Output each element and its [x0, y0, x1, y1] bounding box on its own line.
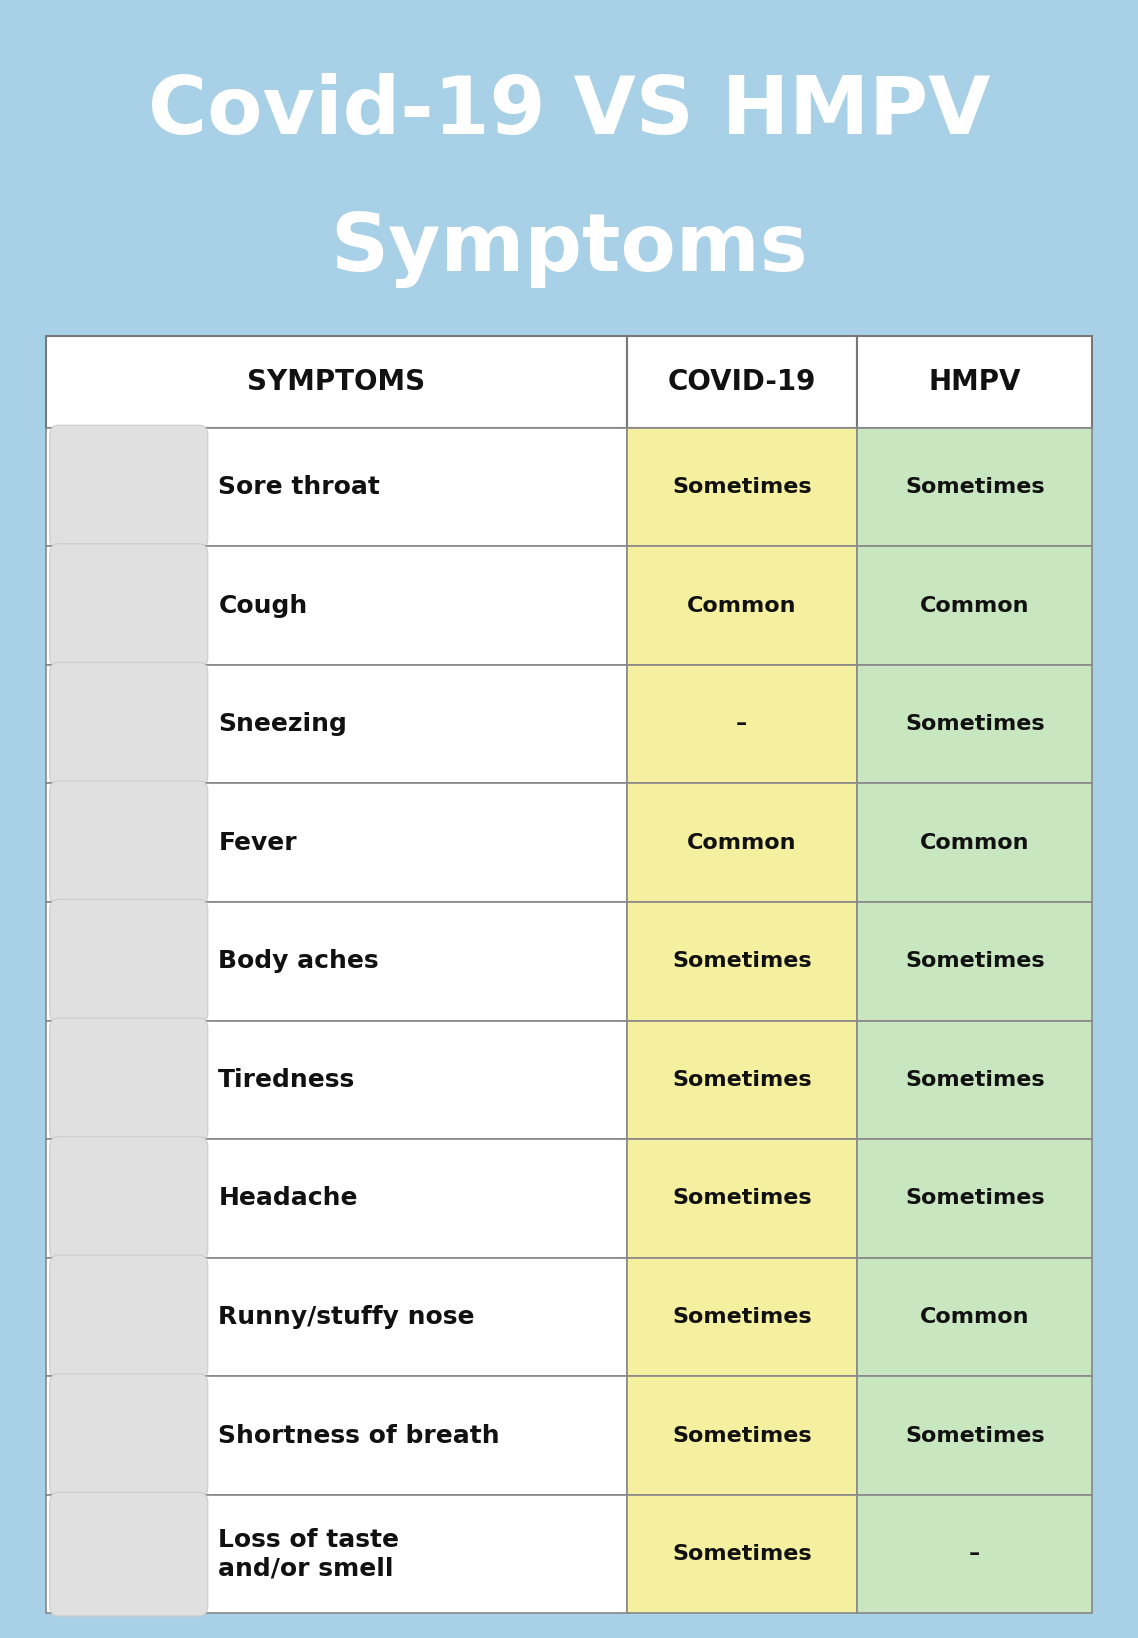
Text: Sore throat: Sore throat [218, 475, 380, 500]
Text: COVID-19: COVID-19 [668, 369, 816, 396]
FancyBboxPatch shape [46, 1020, 627, 1138]
Text: Sometimes: Sometimes [671, 1189, 811, 1209]
FancyBboxPatch shape [46, 1258, 627, 1376]
Text: Sometimes: Sometimes [671, 477, 811, 496]
FancyBboxPatch shape [627, 903, 857, 1020]
FancyBboxPatch shape [46, 1376, 627, 1495]
FancyBboxPatch shape [857, 1258, 1092, 1376]
FancyBboxPatch shape [857, 1376, 1092, 1495]
FancyBboxPatch shape [857, 903, 1092, 1020]
FancyBboxPatch shape [46, 1138, 627, 1258]
FancyBboxPatch shape [627, 783, 857, 903]
Text: Sometimes: Sometimes [671, 1545, 811, 1564]
Text: Common: Common [920, 1307, 1030, 1327]
FancyBboxPatch shape [50, 1137, 208, 1260]
Text: Sometimes: Sometimes [671, 952, 811, 971]
FancyBboxPatch shape [50, 781, 208, 904]
FancyBboxPatch shape [50, 1374, 208, 1497]
FancyBboxPatch shape [46, 547, 627, 665]
FancyBboxPatch shape [857, 665, 1092, 783]
FancyBboxPatch shape [627, 547, 857, 665]
Text: Sneezing: Sneezing [218, 713, 347, 735]
FancyBboxPatch shape [627, 1258, 857, 1376]
FancyBboxPatch shape [50, 662, 208, 786]
Text: HMPV: HMPV [929, 369, 1021, 396]
Text: Sometimes: Sometimes [671, 1425, 811, 1446]
FancyBboxPatch shape [50, 544, 208, 667]
Text: Sometimes: Sometimes [905, 477, 1045, 496]
FancyBboxPatch shape [50, 899, 208, 1024]
Text: Sometimes: Sometimes [671, 1070, 811, 1089]
FancyBboxPatch shape [857, 428, 1092, 547]
FancyBboxPatch shape [50, 1255, 208, 1379]
FancyBboxPatch shape [857, 1020, 1092, 1138]
Text: Fever: Fever [218, 830, 297, 855]
FancyBboxPatch shape [627, 336, 857, 428]
FancyBboxPatch shape [857, 1138, 1092, 1258]
FancyBboxPatch shape [50, 1492, 208, 1617]
Text: Symptoms: Symptoms [330, 210, 808, 288]
Text: Sometimes: Sometimes [905, 714, 1045, 734]
Text: –: – [736, 714, 748, 734]
FancyBboxPatch shape [857, 783, 1092, 903]
Text: Headache: Headache [218, 1186, 357, 1210]
Text: Common: Common [687, 832, 797, 853]
Text: Sometimes: Sometimes [671, 1307, 811, 1327]
Text: Common: Common [920, 832, 1030, 853]
FancyBboxPatch shape [627, 1138, 857, 1258]
Text: Loss of taste
and/or smell: Loss of taste and/or smell [218, 1528, 399, 1581]
FancyBboxPatch shape [46, 428, 627, 547]
FancyBboxPatch shape [46, 1495, 627, 1613]
FancyBboxPatch shape [857, 1495, 1092, 1613]
Text: –: – [970, 1545, 980, 1564]
Text: Tiredness: Tiredness [218, 1068, 355, 1093]
FancyBboxPatch shape [857, 336, 1092, 428]
Text: Common: Common [687, 596, 797, 616]
Text: Sometimes: Sometimes [905, 1070, 1045, 1089]
FancyBboxPatch shape [627, 665, 857, 783]
FancyBboxPatch shape [627, 1495, 857, 1613]
Text: Shortness of breath: Shortness of breath [218, 1423, 500, 1448]
Text: Sometimes: Sometimes [905, 1425, 1045, 1446]
Text: Cough: Cough [218, 593, 307, 618]
FancyBboxPatch shape [627, 428, 857, 547]
Text: Sometimes: Sometimes [905, 1189, 1045, 1209]
Text: Common: Common [920, 596, 1030, 616]
FancyBboxPatch shape [46, 903, 627, 1020]
FancyBboxPatch shape [50, 426, 208, 549]
FancyBboxPatch shape [857, 547, 1092, 665]
FancyBboxPatch shape [627, 1376, 857, 1495]
Text: Body aches: Body aches [218, 950, 379, 973]
FancyBboxPatch shape [627, 1020, 857, 1138]
FancyBboxPatch shape [46, 665, 627, 783]
FancyBboxPatch shape [46, 783, 627, 903]
Text: Sometimes: Sometimes [905, 952, 1045, 971]
Text: SYMPTOMS: SYMPTOMS [247, 369, 426, 396]
Text: Covid-19 VS HMPV: Covid-19 VS HMPV [148, 72, 990, 151]
FancyBboxPatch shape [50, 1019, 208, 1142]
FancyBboxPatch shape [46, 336, 627, 428]
Text: Runny/stuffy nose: Runny/stuffy nose [218, 1305, 475, 1328]
